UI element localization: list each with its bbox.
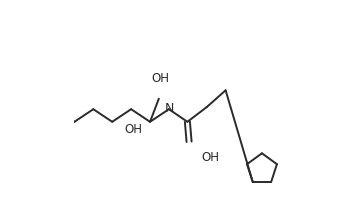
Text: N: N — [164, 102, 174, 115]
Text: OH: OH — [151, 72, 169, 85]
Text: OH: OH — [201, 151, 219, 164]
Text: OH: OH — [124, 123, 142, 136]
